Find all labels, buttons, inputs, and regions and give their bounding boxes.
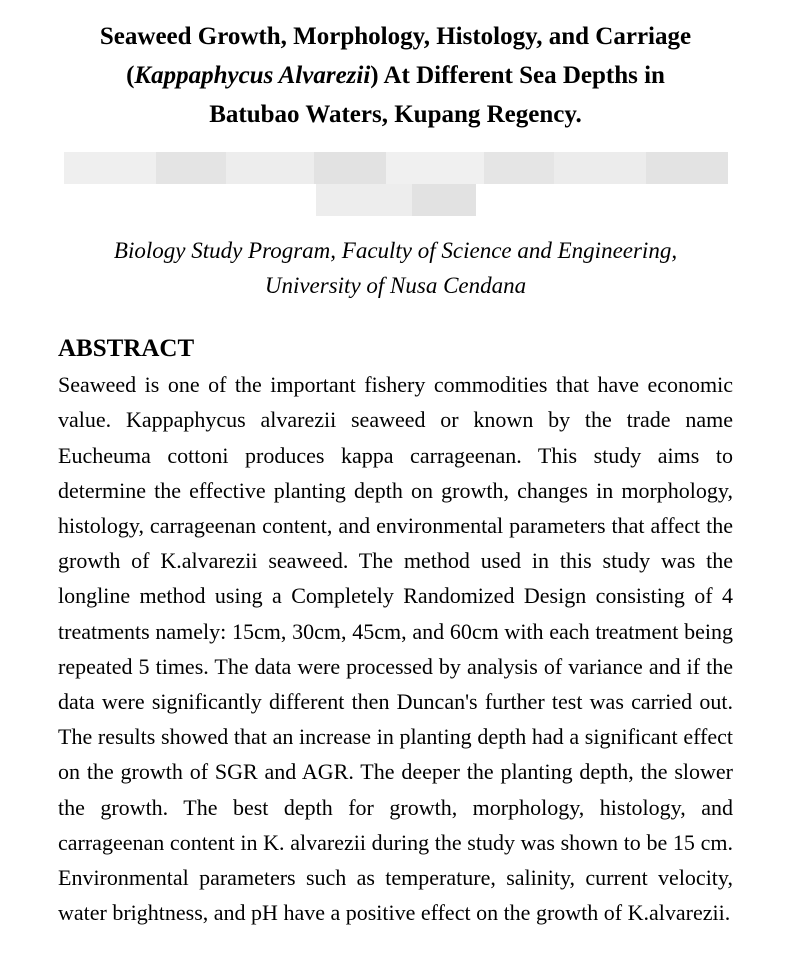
redacted-authors-block <box>58 152 733 216</box>
redacted-cell <box>316 184 412 216</box>
redacted-cell <box>386 152 484 184</box>
abstract-section: ABSTRACT Seaweed is one of the important… <box>58 335 733 930</box>
paper-title-block: Seaweed Growth, Morphology, Histology, a… <box>58 18 733 134</box>
redacted-cell <box>412 184 476 216</box>
abstract-heading: ABSTRACT <box>58 335 733 363</box>
redacted-cell <box>554 152 646 184</box>
redacted-cell <box>484 152 554 184</box>
redacted-cell <box>646 152 728 184</box>
redacted-cell <box>156 152 226 184</box>
redacted-cell <box>64 152 156 184</box>
title-species-name: Kappaphycus Alvarezii <box>134 62 370 89</box>
affiliation-line-1: Biology Study Program, Faculty of Scienc… <box>58 234 733 269</box>
redacted-cell <box>226 152 314 184</box>
affiliation-line-2: University of Nusa Cendana <box>58 269 733 304</box>
title-line-1: Seaweed Growth, Morphology, Histology, a… <box>58 18 733 57</box>
redacted-row-1 <box>58 152 733 184</box>
redacted-row-2 <box>58 184 733 216</box>
affiliation-block: Biology Study Program, Faculty of Scienc… <box>58 234 733 303</box>
redacted-cell <box>314 152 386 184</box>
title-line-3: Batubao Waters, Kupang Regency. <box>58 96 733 135</box>
title-line-2-rest: ) At Different Sea Depths in <box>370 62 665 89</box>
title-line-2: (Kappaphycus Alvarezii) At Different Sea… <box>58 57 733 96</box>
abstract-body: Seaweed is one of the important fishery … <box>58 367 733 930</box>
